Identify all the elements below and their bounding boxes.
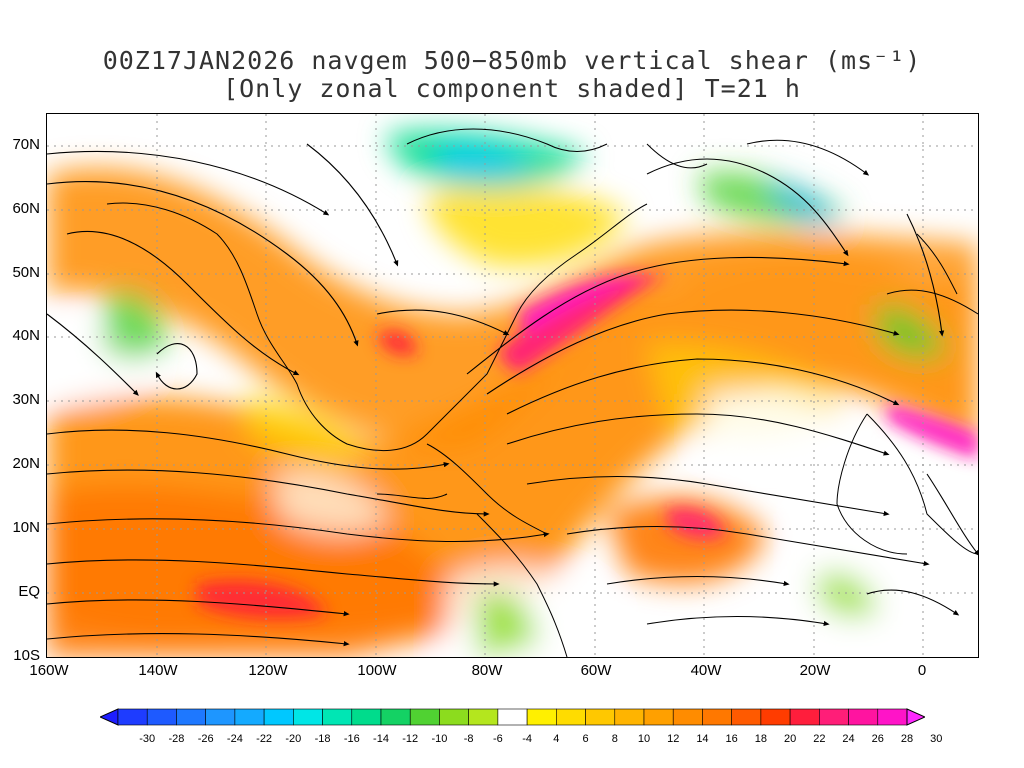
colorbar-tick-label: -26 — [197, 733, 214, 745]
colorbar-swatch — [497, 708, 528, 726]
colorbar-tick-label: -30 — [139, 733, 156, 745]
colorbar-swatch — [672, 708, 703, 726]
colorbar-swatch — [351, 708, 382, 726]
lat-label-30n: 30N — [12, 391, 40, 408]
lon-label-60w: 60W — [580, 662, 612, 679]
lon-label-20w: 20W — [799, 662, 831, 679]
lon-label-140w: 140W — [138, 662, 178, 679]
colorbar-swatch — [146, 708, 177, 726]
shear-shading — [47, 130, 978, 657]
colorbar-tick-label: -20 — [285, 733, 302, 745]
lat-label-70n: 70N — [12, 136, 40, 153]
wind-streamlines — [47, 139, 978, 647]
chart-subtitle: [Only zonal component shaded] T=21 h — [223, 74, 801, 103]
colorbar-swatch — [702, 708, 732, 726]
colorbar-swatch — [731, 708, 762, 726]
colorbar-tick-label: -22 — [256, 733, 273, 745]
colorbar-tick-label: -12 — [402, 733, 419, 745]
colorbar-tick-label: -10 — [431, 733, 448, 745]
colorbar-tick-label: 24 — [842, 733, 855, 745]
colorbar-tick-label: -16 — [343, 733, 360, 745]
colorbar-under-arrow — [100, 708, 119, 726]
colorbar-swatch — [789, 708, 820, 726]
colorbar-tick-label: 10 — [637, 733, 651, 745]
colorbar-swatch — [585, 708, 616, 726]
colorbar-swatch — [409, 708, 440, 726]
colorbar-tick-label: -18 — [314, 733, 331, 745]
colorbar-swatch — [205, 708, 236, 726]
lat-label-10s: 10S — [13, 647, 40, 664]
colorbar-swatch — [556, 708, 586, 726]
colorbar-over-arrow — [906, 708, 925, 726]
colorbar-swatch — [439, 708, 469, 726]
chart-title: 00Z17JAN2026 navgem 500−850mb vertical s… — [102, 46, 922, 75]
lon-label-100w: 100W — [357, 662, 397, 679]
shear-map-plot — [47, 114, 978, 657]
colorbar-tick-label: 16 — [725, 733, 738, 745]
colorbar-tick-label: -4 — [522, 733, 532, 745]
lat-label-eq: EQ — [18, 583, 40, 600]
colorbar-swatch — [293, 708, 323, 726]
lon-label-160w: 160W — [29, 662, 69, 679]
colorbar-swatch — [176, 708, 206, 726]
lat-label-50n: 50N — [12, 264, 40, 281]
colorbar-swatch — [234, 708, 265, 726]
colorbar-swatch — [877, 708, 908, 726]
colorbar-swatch — [760, 708, 791, 726]
lon-label-120w: 120W — [248, 662, 288, 679]
colorbar-swatch — [526, 708, 557, 726]
colorbar-tick-label: 14 — [696, 733, 709, 745]
colorbar-swatch — [117, 708, 148, 726]
colorbar-tick-label: -14 — [373, 733, 389, 745]
coastlines — [106, 128, 978, 657]
lon-label-0: 0 — [917, 662, 927, 679]
colorbar-tick-label: 4 — [553, 733, 560, 745]
colorbar-legend: -30 -28 -26 -24 -22 -20 -18 -16 -14 -12 -10 -8 -6 -4 4… — [100, 707, 942, 747]
colorbar-swatch — [819, 708, 849, 726]
colorbar-tick-label: 28 — [900, 733, 914, 745]
colorbar-tick-label: 8 — [611, 733, 618, 745]
colorbar-tick-label: 30 — [930, 733, 943, 745]
colorbar-tick-label: -6 — [492, 733, 503, 745]
colorbar-swatch — [614, 708, 645, 726]
colorbar-swatch — [643, 708, 674, 726]
colorbar-tick-label: 22 — [813, 733, 826, 745]
lat-label-40n: 40N — [12, 327, 40, 344]
colorbar-swatch — [263, 708, 294, 726]
colorbar-swatch — [468, 708, 499, 726]
lat-lon-grid — [47, 114, 978, 657]
shear-jet-core — [197, 274, 978, 620]
colorbar-swatch — [848, 708, 879, 726]
lon-label-80w: 80W — [471, 662, 503, 679]
lon-label-40w: 40W — [690, 662, 722, 679]
colorbar-tick-label: 20 — [783, 733, 797, 745]
colorbar-tick-label: 12 — [667, 733, 680, 745]
colorbar-tick-label: 26 — [871, 733, 884, 745]
colorbar-tick-label: 18 — [754, 733, 767, 745]
colorbar-tick-label: -24 — [226, 733, 243, 745]
shear-map — [46, 113, 979, 658]
lat-label-20n: 20N — [12, 455, 40, 472]
lat-label-10n: 10N — [12, 519, 40, 536]
colorbar-swatch — [322, 708, 353, 726]
colorbar-tick-label: -8 — [463, 733, 474, 745]
lat-label-60n: 60N — [12, 200, 40, 217]
colorbar-swatch — [380, 708, 411, 726]
colorbar-swatches — [100, 708, 925, 726]
colorbar-tick-label: 6 — [582, 733, 589, 745]
colorbar-tick-label: -28 — [168, 733, 185, 745]
